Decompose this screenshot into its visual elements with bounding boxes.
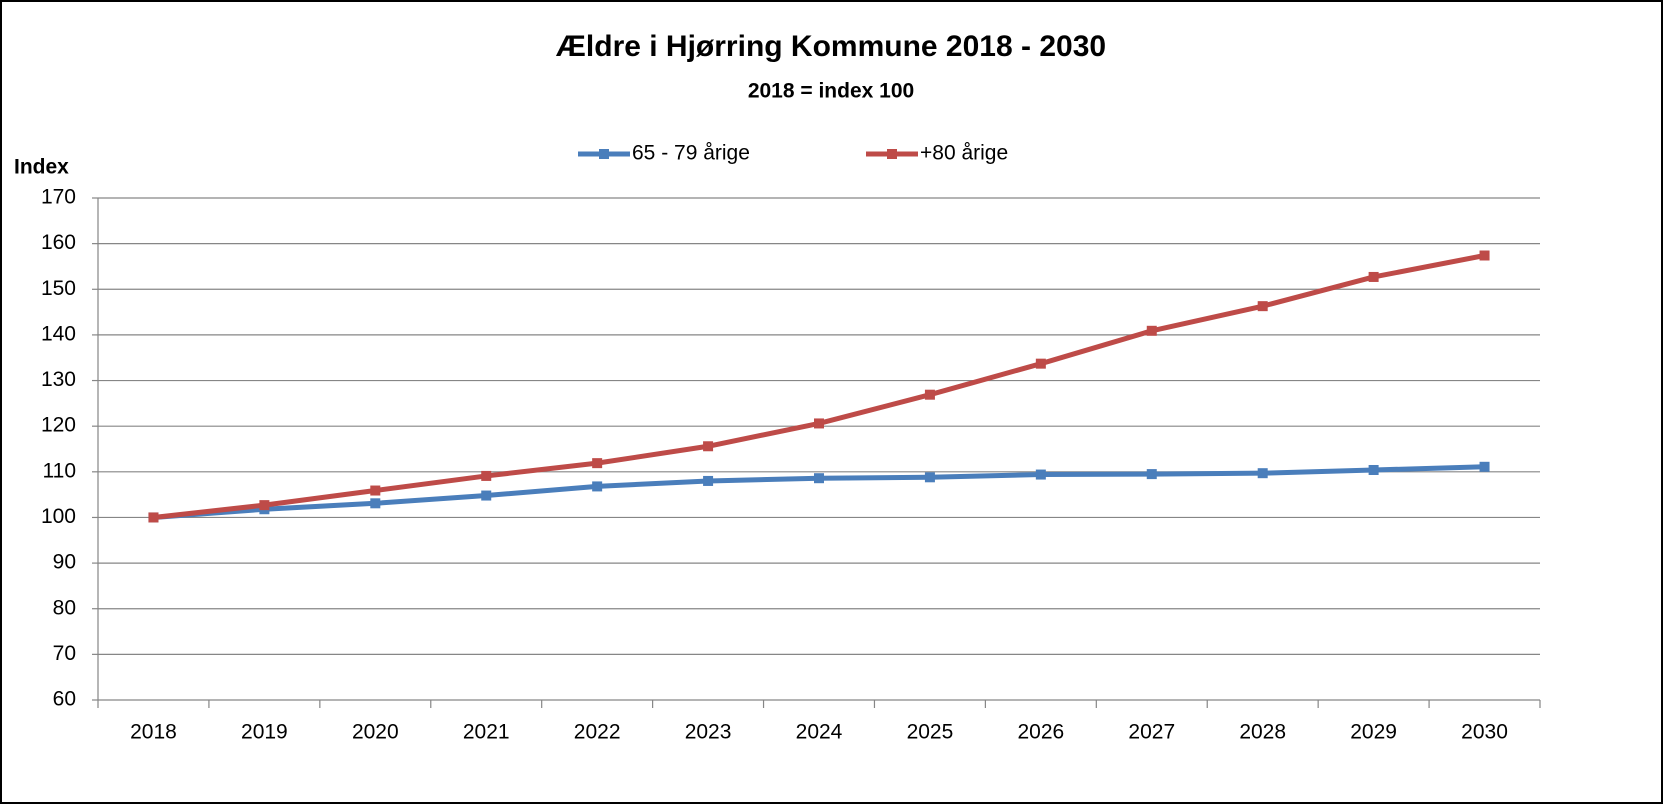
marker — [1257, 301, 1268, 312]
x-tick-label: 2018 — [130, 721, 177, 744]
legend-marker — [599, 149, 609, 159]
marker — [814, 418, 824, 429]
legend-label: +80 årige — [920, 142, 1008, 165]
x-tick-label: 2026 — [1017, 721, 1064, 744]
marker — [703, 475, 714, 486]
x-tick-label: 2027 — [1128, 721, 1175, 744]
x-tick-label: 2029 — [1350, 721, 1397, 744]
marker — [703, 441, 714, 452]
y-axis-label: Index — [14, 156, 69, 179]
y-tick-label: 160 — [41, 231, 76, 254]
marker — [924, 389, 935, 400]
x-tick-label: 2019 — [241, 721, 288, 744]
x-tick-label: 2021 — [463, 721, 510, 744]
y-tick-label: 150 — [41, 277, 76, 300]
marker — [1257, 468, 1268, 479]
marker — [259, 500, 270, 511]
y-tick-label: 100 — [41, 505, 76, 528]
marker — [1479, 250, 1490, 261]
y-tick-label: 60 — [53, 688, 76, 711]
x-tick-label: 2024 — [796, 721, 843, 744]
legend-label: 65 - 79 årige — [632, 142, 750, 165]
y-tick-label: 90 — [53, 551, 76, 574]
chart-title: Ældre i Hjørring Kommune 2018 - 2030 — [556, 30, 1106, 63]
y-tick-label: 120 — [41, 414, 76, 437]
x-tick-label: 2025 — [907, 721, 954, 744]
marker — [148, 512, 159, 523]
x-tick-label: 2028 — [1239, 721, 1286, 744]
x-tick-label: 2020 — [352, 721, 399, 744]
y-tick-label: 80 — [53, 596, 76, 619]
y-tick-label: 130 — [41, 368, 76, 391]
x-tick-label: 2022 — [574, 721, 621, 744]
y-tick-label: 70 — [53, 642, 76, 665]
marker — [1479, 461, 1490, 472]
chart-subtitle: 2018 = index 100 — [748, 80, 914, 103]
marker — [1146, 469, 1157, 480]
marker — [1146, 325, 1157, 336]
x-tick-label: 2023 — [685, 721, 732, 744]
x-tick-label: 2030 — [1461, 721, 1508, 744]
marker — [924, 472, 935, 483]
y-tick-label: 140 — [41, 322, 76, 345]
marker — [481, 470, 492, 481]
marker — [1368, 464, 1379, 475]
y-tick-label: 110 — [43, 459, 76, 482]
y-tick-label: 170 — [41, 186, 76, 209]
marker — [1035, 469, 1046, 480]
marker — [592, 481, 603, 492]
legend-marker — [887, 149, 897, 159]
marker — [592, 458, 603, 469]
marker — [370, 485, 381, 496]
marker — [370, 498, 381, 509]
marker — [814, 473, 824, 484]
marker — [1368, 271, 1379, 282]
marker — [481, 490, 492, 501]
marker — [1035, 358, 1046, 369]
